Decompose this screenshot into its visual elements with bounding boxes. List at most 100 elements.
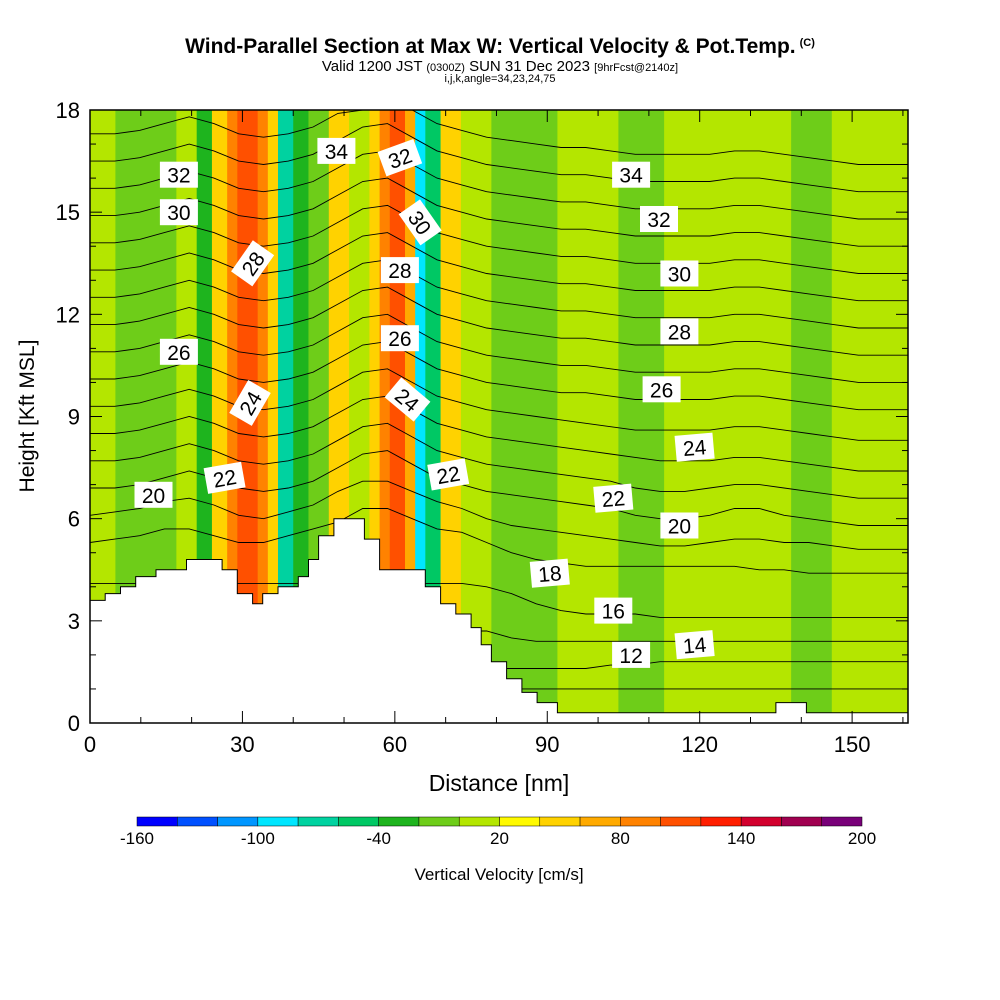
contour-label-box: [674, 630, 715, 660]
velocity-band: [425, 110, 442, 723]
contour-label-box: [594, 597, 633, 624]
theta-contour: [90, 395, 908, 472]
theta-contour: [90, 341, 908, 411]
velocity-band: [277, 110, 294, 723]
contour-label: 22: [427, 458, 470, 491]
contour-label-box: [427, 458, 470, 491]
y-axis-label: Height [Kft MSL]: [16, 340, 39, 493]
theta-contour: [90, 110, 908, 165]
contour-label-text: 16: [602, 601, 625, 624]
title-block: Wind-Parallel Section at Max W: Vertical…: [0, 36, 1000, 85]
colorbar: -160 -100 -40 20 80 140 200: [120, 816, 876, 848]
contour-label: 34: [612, 161, 651, 188]
colorbar-swatch: [458, 816, 500, 827]
colorbar-tick-label: -40: [366, 829, 391, 848]
contour-label-text: 22: [601, 487, 626, 512]
contour-label-box: [380, 325, 419, 352]
velocity-band: [227, 110, 238, 723]
axes: 0 30 60 90 120 150 0 3 6 9 12 15 18: [56, 98, 908, 757]
contour-label-text: 14: [682, 634, 708, 659]
theta-contour: [90, 259, 908, 329]
contour-label-text: 12: [619, 645, 642, 668]
contour-label-box: [159, 199, 198, 226]
contour-label-box: [660, 512, 699, 539]
contour-label-text: 18: [537, 562, 562, 587]
contour-label-text: 26: [650, 379, 673, 402]
colorbar-swatch: [579, 816, 621, 827]
contour-label: 32: [377, 138, 423, 177]
velocity-band: [369, 110, 381, 723]
velocity-band: [664, 110, 792, 723]
velocity-band: [791, 110, 833, 723]
x-tick-label: 30: [230, 732, 254, 757]
contour-label-text: 34: [325, 141, 349, 164]
colorbar-swatch: [740, 816, 782, 827]
y-tick-label: 15: [56, 200, 80, 225]
terrain-profile: [90, 518, 908, 723]
theta-contour: [90, 123, 908, 193]
colorbar-swatch: [177, 816, 218, 827]
y-tick-label: 9: [68, 405, 80, 430]
contour-label-text: 24: [682, 436, 708, 461]
x-axis-label: Distance [nm]: [429, 770, 570, 796]
contour-label-text: 32: [167, 165, 190, 188]
contour-label-box: [642, 376, 681, 403]
chart-title: Wind-Parallel Section at Max W: Vertical…: [185, 35, 796, 58]
velocity-band: [415, 110, 426, 723]
contour-label-box: [660, 318, 699, 345]
contour-label: 20: [660, 512, 699, 539]
theta-contour: [90, 150, 908, 220]
colorbar-tick-label: 80: [611, 829, 630, 848]
contour-label-box: [660, 260, 699, 287]
contour-label-box: [229, 379, 271, 426]
contour-label-box: [159, 338, 198, 365]
contour-label-text: 26: [167, 342, 190, 365]
contour-label: 30: [660, 260, 699, 287]
velocity-band: [257, 110, 269, 723]
colorbar-swatch: [297, 816, 339, 827]
colorbar-swatch: [700, 816, 742, 827]
colorbar-swatch: [378, 816, 420, 827]
velocity-band: [379, 110, 391, 723]
contour-label-box: [159, 161, 198, 188]
contour-label: 28: [660, 318, 699, 345]
theta-contour: [90, 368, 908, 441]
contour-label: 30: [159, 199, 198, 226]
x-tick-label: 90: [535, 732, 559, 757]
contour-label-text: 28: [668, 321, 691, 344]
contour-label-text: 20: [668, 516, 691, 539]
x-tick-label: 120: [681, 732, 718, 757]
contour-label: 12: [612, 641, 651, 668]
y-tick-label: 12: [56, 302, 80, 327]
valid-date: SUN 31 Dec 2023: [469, 58, 590, 75]
colorbar-swatch: [418, 816, 460, 827]
contour-label: 22: [593, 483, 634, 513]
velocity-band: [491, 110, 558, 723]
velocity-band: [618, 110, 665, 723]
contour-label-box: [203, 461, 246, 494]
contour-label-box: [380, 257, 419, 284]
contour-label: 34: [317, 137, 356, 164]
x-tick-label: 60: [383, 732, 407, 757]
copyright-mark: (C): [799, 37, 815, 49]
colorbar-tick-label: 140: [727, 829, 755, 848]
theta-contour: [90, 204, 908, 274]
theta-contour: [90, 422, 908, 499]
colorbar-tick-label: 20: [490, 829, 509, 848]
contour-label-text: 32: [647, 209, 670, 232]
theta-contour: [90, 480, 908, 550]
contour-label: 26: [159, 338, 198, 365]
contour-label-text: 22: [435, 463, 462, 490]
colorbar-swatch: [781, 816, 822, 827]
contour-label-box: [134, 481, 173, 508]
valid-time: Valid 1200 JST: [321, 58, 423, 75]
contour-label: 24: [674, 432, 715, 462]
contour-label: 32: [640, 206, 678, 232]
valid-time-utc: (0300Z): [426, 62, 465, 74]
theta-contour: [90, 177, 908, 247]
colorbar-swatch: [499, 816, 541, 827]
forecast-info: [9hrFcst@2140z]: [594, 62, 679, 74]
y-tick-label: 18: [56, 98, 80, 123]
contour-label-box: [398, 199, 442, 246]
